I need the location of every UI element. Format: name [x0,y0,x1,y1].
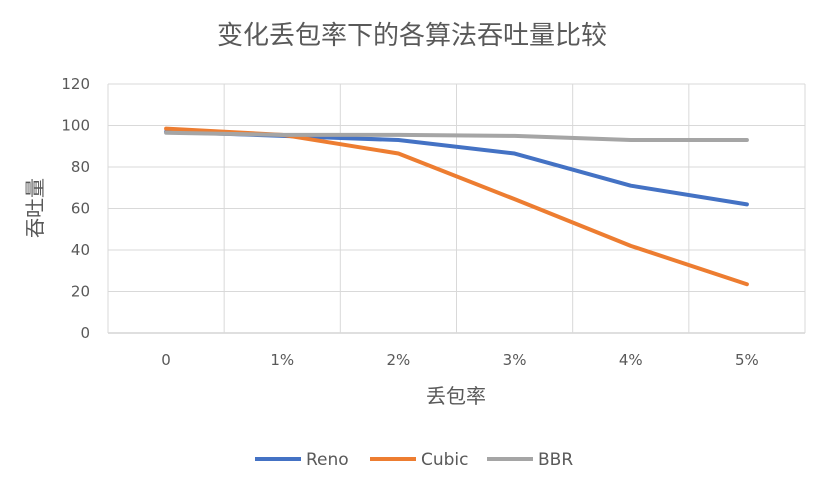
y-tick-label: 60 [71,200,90,218]
legend-label-cubic: Cubic [421,450,469,470]
y-axis-ticks: 0 20 40 60 80 100 120 [61,75,90,342]
y-tick-label: 120 [61,75,90,93]
data-point-cubic [397,153,399,155]
x-tick-label: 5% [735,351,759,369]
data-point-bbr [630,139,632,141]
y-tick-label: 80 [71,158,90,176]
data-point-reno [746,203,748,205]
y-axis-label: 吞吐量 [23,178,47,238]
legend-label-bbr: BBR [538,450,573,470]
data-point-cubic [514,198,516,200]
x-axis-label: 丢包率 [426,384,486,408]
x-tick-label: 4% [619,351,643,369]
data-point-reno [397,139,399,141]
series-line-bbr [164,130,749,143]
legend: Reno Cubic BBR [255,450,573,470]
data-point-cubic [165,128,167,130]
data-point-bbr [397,134,399,136]
gridlines [107,83,806,334]
data-point-reno [514,153,516,155]
x-tick-label: 2% [387,351,411,369]
data-point-bbr [514,135,516,137]
y-tick-label: 100 [61,117,90,135]
data-point-reno [630,185,632,187]
series-lines [164,126,749,287]
y-tick-label: 20 [71,283,90,301]
legend-label-reno: Reno [306,450,349,470]
data-point-bbr [165,132,167,134]
x-tick-label: 0 [161,351,171,369]
y-tick-label: 0 [80,324,90,342]
chart-title: 变化丢包率下的各算法吞吐量比较 [217,21,607,51]
x-tick-label: 3% [503,351,527,369]
y-tick-label: 40 [71,241,90,259]
x-tick-label: 1% [270,351,294,369]
data-point-cubic [746,283,748,285]
data-point-bbr [746,139,748,141]
x-axis-ticks: 0 1% 2% 3% 4% 5% [161,351,759,369]
data-point-cubic [630,245,632,247]
data-point-bbr [281,134,283,136]
